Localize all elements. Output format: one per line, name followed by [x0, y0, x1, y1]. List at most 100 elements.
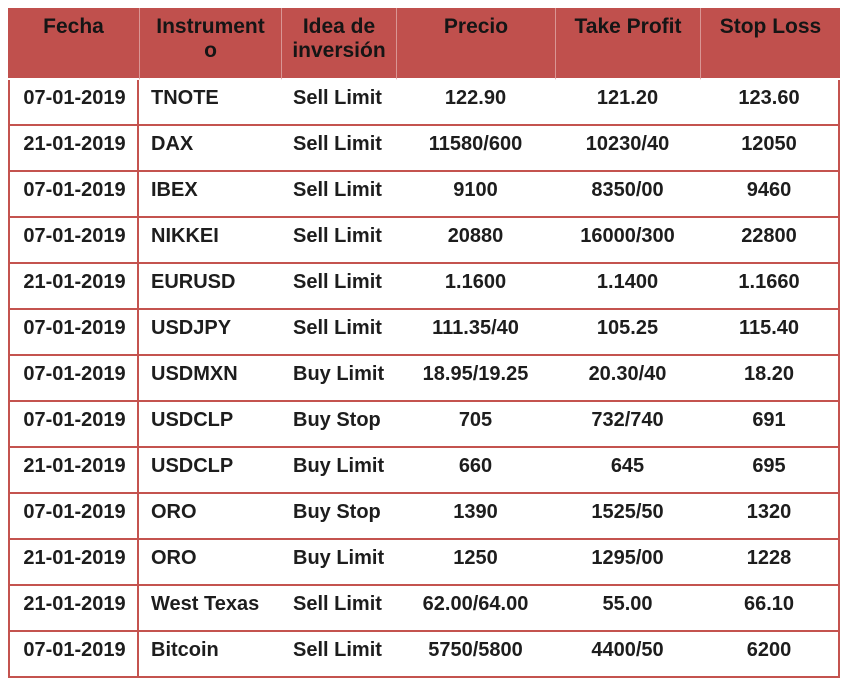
- table-body: 07-01-2019 TNOTE Sell Limit 122.90 121.20 123…: [8, 80, 840, 678]
- cell-take_profit: 1.1400: [555, 264, 700, 310]
- cell-idea: Sell Limit: [281, 172, 396, 218]
- table-row: 07-01-2019 Bitcoin Sell Limit 5750/5800 4400…: [8, 632, 840, 678]
- cell-stop_loss: 1.1660: [700, 264, 840, 310]
- cell-stop_loss: 66.10: [700, 586, 840, 632]
- cell-precio: 18.95/19.25: [396, 356, 555, 402]
- cell-precio: 1390: [396, 494, 555, 540]
- cell-instrumento: USDMXN: [139, 356, 281, 402]
- table-row: 07-01-2019 ORO Buy Stop 1390 1525/50 1320: [8, 494, 840, 540]
- cell-fecha: 07-01-2019: [8, 632, 139, 678]
- cell-stop_loss: 1228: [700, 540, 840, 586]
- cell-idea: Sell Limit: [281, 126, 396, 172]
- cell-precio: 111.35/40: [396, 310, 555, 356]
- cell-precio: 9100: [396, 172, 555, 218]
- table-row: 21-01-2019 West Texas Sell Limit 62.00/64.0…: [8, 586, 840, 632]
- cell-stop_loss: 6200: [700, 632, 840, 678]
- cell-fecha: 07-01-2019: [8, 218, 139, 264]
- cell-idea: Buy Limit: [281, 448, 396, 494]
- cell-instrumento: IBEX: [139, 172, 281, 218]
- column-header-idea: Idea de inversión: [281, 8, 396, 80]
- cell-instrumento: USDJPY: [139, 310, 281, 356]
- cell-take_profit: 645: [555, 448, 700, 494]
- cell-stop_loss: 115.40: [700, 310, 840, 356]
- cell-precio: 705: [396, 402, 555, 448]
- cell-fecha: 07-01-2019: [8, 494, 139, 540]
- cell-stop_loss: 691: [700, 402, 840, 448]
- cell-stop_loss: 12050: [700, 126, 840, 172]
- cell-precio: 660: [396, 448, 555, 494]
- table-row: 07-01-2019 USDJPY Sell Limit 111.35/40 105.2…: [8, 310, 840, 356]
- cell-instrumento: TNOTE: [139, 80, 281, 126]
- cell-precio: 1.1600: [396, 264, 555, 310]
- cell-fecha: 07-01-2019: [8, 172, 139, 218]
- cell-instrumento: USDCLP: [139, 402, 281, 448]
- cell-idea: Buy Stop: [281, 402, 396, 448]
- cell-take_profit: 105.25: [555, 310, 700, 356]
- cell-idea: Sell Limit: [281, 632, 396, 678]
- cell-fecha: 07-01-2019: [8, 402, 139, 448]
- cell-precio: 1250: [396, 540, 555, 586]
- column-header-take_profit: Take Profit: [555, 8, 700, 80]
- cell-stop_loss: 123.60: [700, 80, 840, 126]
- table-row: 21-01-2019 USDCLP Buy Limit 660 645 695: [8, 448, 840, 494]
- table-row: 21-01-2019 ORO Buy Limit 1250 1295/00 1228: [8, 540, 840, 586]
- cell-take_profit: 121.20: [555, 80, 700, 126]
- column-header-fecha: Fecha: [8, 8, 139, 80]
- table-row: 07-01-2019 NIKKEI Sell Limit 20880 16000/300…: [8, 218, 840, 264]
- cell-fecha: 07-01-2019: [8, 310, 139, 356]
- cell-stop_loss: 22800: [700, 218, 840, 264]
- cell-take_profit: 732/740: [555, 402, 700, 448]
- cell-precio: 11580/600: [396, 126, 555, 172]
- cell-idea: Buy Limit: [281, 356, 396, 402]
- cell-instrumento: West Texas: [139, 586, 281, 632]
- cell-instrumento: USDCLP: [139, 448, 281, 494]
- cell-idea: Sell Limit: [281, 264, 396, 310]
- cell-fecha: 21-01-2019: [8, 448, 139, 494]
- cell-take_profit: 20.30/40: [555, 356, 700, 402]
- cell-take_profit: 16000/300: [555, 218, 700, 264]
- cell-instrumento: EURUSD: [139, 264, 281, 310]
- cell-instrumento: NIKKEI: [139, 218, 281, 264]
- cell-fecha: 21-01-2019: [8, 126, 139, 172]
- column-header-instrumento: Instrumento: [139, 8, 281, 80]
- column-header-precio: Precio: [396, 8, 555, 80]
- cell-stop_loss: 9460: [700, 172, 840, 218]
- cell-instrumento: Bitcoin: [139, 632, 281, 678]
- cell-idea: Sell Limit: [281, 80, 396, 126]
- table-row: 07-01-2019 TNOTE Sell Limit 122.90 121.20 123…: [8, 80, 840, 126]
- table-row: 07-01-2019 USDCLP Buy Stop 705 732/740 691: [8, 402, 840, 448]
- cell-fecha: 07-01-2019: [8, 356, 139, 402]
- cell-take_profit: 10230/40: [555, 126, 700, 172]
- cell-take_profit: 1525/50: [555, 494, 700, 540]
- cell-idea: Buy Stop: [281, 494, 396, 540]
- cell-idea: Sell Limit: [281, 586, 396, 632]
- cell-idea: Sell Limit: [281, 310, 396, 356]
- table-row: 21-01-2019 DAX Sell Limit 11580/600 10230/40…: [8, 126, 840, 172]
- cell-stop_loss: 1320: [700, 494, 840, 540]
- cell-precio: 62.00/64.00: [396, 586, 555, 632]
- header-row: Fecha Instrumento Idea de inversión Precio T…: [8, 8, 840, 80]
- table-row: 21-01-2019 EURUSD Sell Limit 1.1600 1.1400 1.…: [8, 264, 840, 310]
- cell-take_profit: 4400/50: [555, 632, 700, 678]
- cell-take_profit: 1295/00: [555, 540, 700, 586]
- cell-fecha: 07-01-2019: [8, 80, 139, 126]
- cell-stop_loss: 18.20: [700, 356, 840, 402]
- cell-instrumento: DAX: [139, 126, 281, 172]
- cell-fecha: 21-01-2019: [8, 586, 139, 632]
- cell-precio: 5750/5800: [396, 632, 555, 678]
- cell-precio: 20880: [396, 218, 555, 264]
- cell-instrumento: ORO: [139, 540, 281, 586]
- cell-instrumento: ORO: [139, 494, 281, 540]
- cell-idea: Sell Limit: [281, 218, 396, 264]
- cell-fecha: 21-01-2019: [8, 264, 139, 310]
- cell-stop_loss: 695: [700, 448, 840, 494]
- trading-ideas-table: Fecha Instrumento Idea de inversión Precio T…: [8, 8, 840, 678]
- column-header-stop_loss: Stop Loss: [700, 8, 840, 80]
- cell-take_profit: 55.00: [555, 586, 700, 632]
- cell-take_profit: 8350/00: [555, 172, 700, 218]
- cell-fecha: 21-01-2019: [8, 540, 139, 586]
- cell-idea: Buy Limit: [281, 540, 396, 586]
- table-row: 07-01-2019 USDMXN Buy Limit 18.95/19.25 20.3…: [8, 356, 840, 402]
- cell-precio: 122.90: [396, 80, 555, 126]
- table-row: 07-01-2019 IBEX Sell Limit 9100 8350/00 9460: [8, 172, 840, 218]
